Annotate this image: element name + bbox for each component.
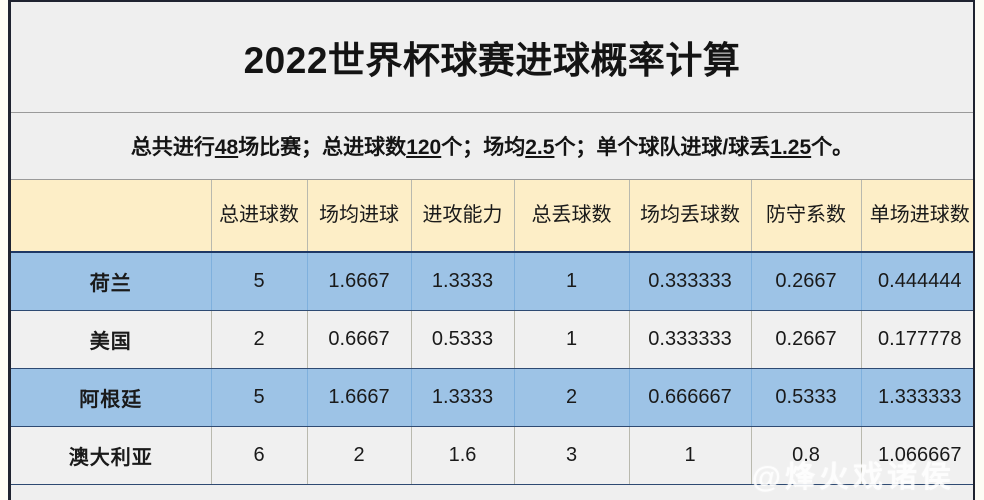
summary-total-goals: 120 — [406, 136, 442, 159]
cell-team: 荷兰 — [11, 252, 212, 311]
summary-band: 总共进行48场比赛；总进球数120个；场均2.5个；单个球队进球/球丢1.25个… — [11, 113, 973, 180]
cell-per-match-goals: 1.333333 — [861, 368, 973, 427]
cell-avg-conceded: 0.666667 — [629, 368, 752, 427]
summary-per-team: 1.25 — [770, 136, 812, 159]
summary-part-3: 个；场均 — [441, 136, 526, 159]
cell-avg-conceded: 0.333333 — [629, 252, 752, 311]
summary-part-5: 个。 — [811, 136, 854, 159]
summary-text: 总共进行48场比赛；总进球数120个；场均2.5个；单个球队进球/球丢1.25个… — [131, 131, 853, 161]
cell-total-conceded: 2 — [514, 368, 630, 427]
summary-part-2: 场比赛；总进球数 — [238, 136, 407, 159]
cell-total-conceded: 1 — [514, 252, 630, 311]
header-cell-total-conceded: 总丢球数 — [514, 180, 630, 253]
cell-attack: 1.3333 — [411, 368, 515, 427]
cell-total-goals: 2 — [211, 310, 308, 369]
summary-part-4: 个；单个球队进球/球丢 — [554, 136, 771, 159]
header-cell-defense: 防守系数 — [751, 180, 862, 253]
header-cell-total-goals: 总进球数 — [211, 180, 308, 253]
cell-per-match-goals: 0.444444 — [861, 252, 973, 311]
cell-attack: 0.5333 — [411, 310, 515, 369]
cell-total-conceded: 1 — [514, 310, 630, 369]
cell-attack: 1.3333 — [411, 252, 515, 311]
header-cell-team — [11, 180, 212, 253]
cell-total-goals: 5 — [211, 368, 308, 427]
cell-total-goals: 5 — [211, 252, 308, 311]
cell-defense: 0.2667 — [751, 310, 862, 369]
header-row: 总进球数 场均进球 进攻能力 总丢球数 场均丢球数 防守系数 单场进球数 — [11, 180, 973, 253]
summary-match-count: 48 — [214, 136, 239, 159]
table-row[interactable]: 美国 2 0.6667 0.5333 1 0.333333 0.2667 0.1… — [11, 310, 973, 369]
page-title: 2022世界杯球赛进球概率计算 — [243, 40, 741, 81]
table-header: 总进球数 场均进球 进攻能力 总丢球数 场均丢球数 防守系数 单场进球数 — [11, 180, 973, 253]
cell-team: 澳大利亚 — [11, 426, 212, 485]
cell-defense: 0.8 — [751, 426, 862, 485]
cell-avg-goals: 2 — [307, 426, 412, 485]
cell-defense: 0.2667 — [751, 252, 862, 311]
cell-avg-goals: 1.6667 — [307, 252, 412, 311]
cell-total-conceded: 3 — [514, 426, 630, 485]
cell-avg-goals: 1.6667 — [307, 368, 412, 427]
cell-per-match-goals: 1.066667 — [861, 426, 973, 485]
header-cell-avg-goals: 场均进球 — [307, 180, 412, 253]
cell-total-goals: 6 — [211, 426, 308, 485]
summary-avg-goals: 2.5 — [525, 136, 555, 159]
sheet-frame: 2022世界杯球赛进球概率计算 总共进行48场比赛；总进球数120个；场均2.5… — [8, 0, 975, 500]
table-body: 荷兰 5 1.6667 1.3333 1 0.333333 0.2667 0.4… — [11, 252, 973, 485]
stats-table: 总进球数 场均进球 进攻能力 总丢球数 场均丢球数 防守系数 单场进球数 荷兰 … — [11, 180, 973, 485]
cell-avg-conceded: 0.333333 — [629, 310, 752, 369]
summary-part-1: 总共进行 — [130, 136, 215, 159]
cell-per-match-goals: 0.177778 — [861, 310, 973, 369]
cell-team: 美国 — [11, 310, 212, 369]
table-row[interactable]: 荷兰 5 1.6667 1.3333 1 0.333333 0.2667 0.4… — [11, 252, 973, 311]
title-band: 2022世界杯球赛进球概率计算 — [11, 0, 973, 113]
header-cell-attack: 进攻能力 — [411, 180, 515, 253]
table-row[interactable]: 阿根廷 5 1.6667 1.3333 2 0.666667 0.5333 1.… — [11, 368, 973, 427]
header-cell-per-match-goals: 单场进球数 — [861, 180, 973, 253]
cell-avg-conceded: 1 — [629, 426, 752, 485]
cell-attack: 1.6 — [411, 426, 515, 485]
header-cell-avg-conceded: 场均丢球数 — [629, 180, 752, 253]
cell-avg-goals: 0.6667 — [307, 310, 412, 369]
table-row[interactable]: 澳大利亚 6 2 1.6 3 1 0.8 1.066667 — [11, 426, 973, 485]
cell-defense: 0.5333 — [751, 368, 862, 427]
cell-team: 阿根廷 — [11, 368, 212, 427]
